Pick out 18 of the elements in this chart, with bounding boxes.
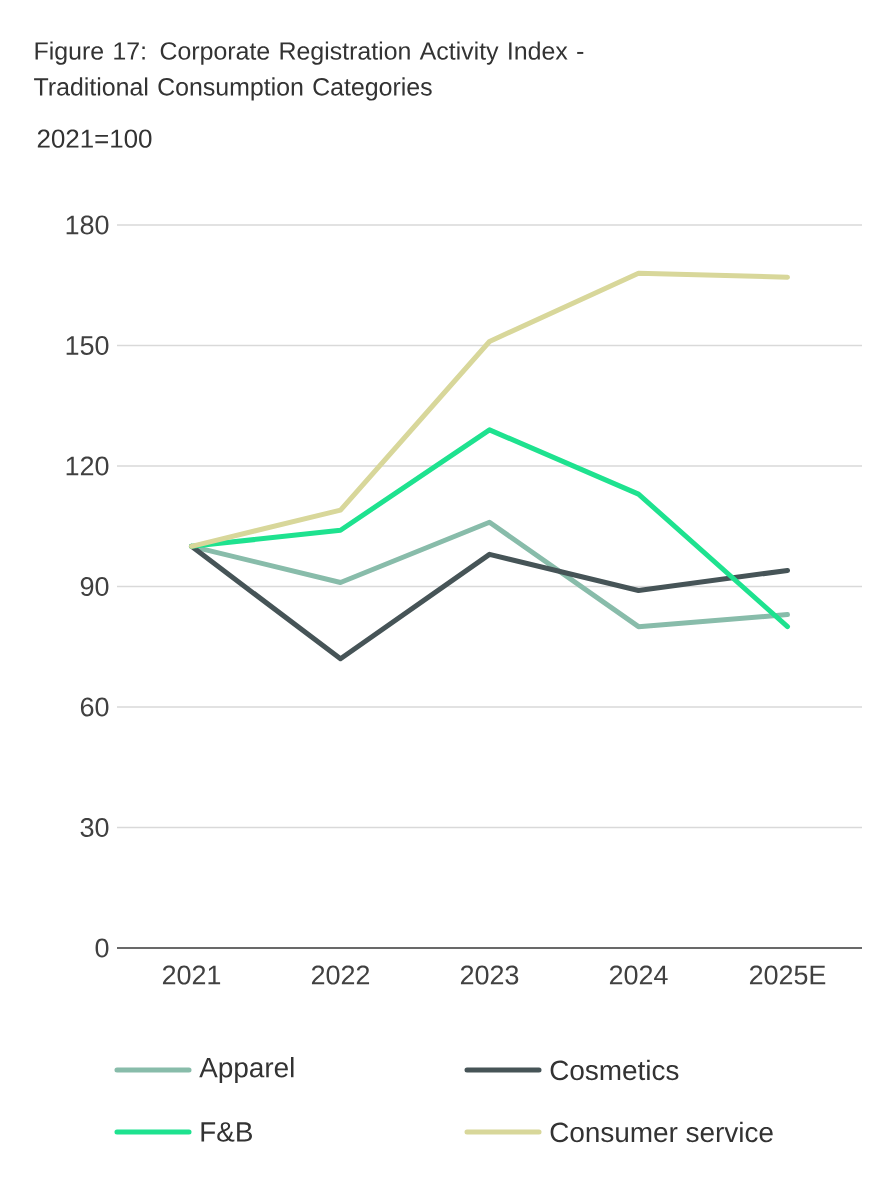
legend-label: F&B: [201, 1122, 252, 1142]
y-tick-label: 120: [66, 456, 109, 476]
x-tick-label: 2025E: [749, 965, 826, 985]
legend-label: Consumer service: [550, 1121, 773, 1143]
legend-label: Apparel: [199, 1057, 294, 1083]
y-tick-label: 180: [66, 215, 109, 235]
y-tick-label: 30: [80, 817, 109, 838]
x-tick-label: 2023: [460, 965, 519, 985]
y-tick-label: 150: [66, 335, 109, 356]
x-tick-label: 2021: [162, 965, 221, 985]
y-tick-label: 0: [95, 938, 109, 958]
y-tick-label: 60: [80, 697, 109, 717]
chart-title: Figure 17: Corporate Registration Activity Index - Traditional Consumption Categories: [34, 41, 584, 101]
chart-subtitle: 2021=100: [37, 129, 152, 148]
y-tick-label: 90: [80, 576, 109, 597]
legend-label: Cosmetics: [550, 1059, 679, 1081]
x-tick-label: 2022: [311, 965, 370, 985]
x-tick-label: 2024: [609, 965, 668, 985]
